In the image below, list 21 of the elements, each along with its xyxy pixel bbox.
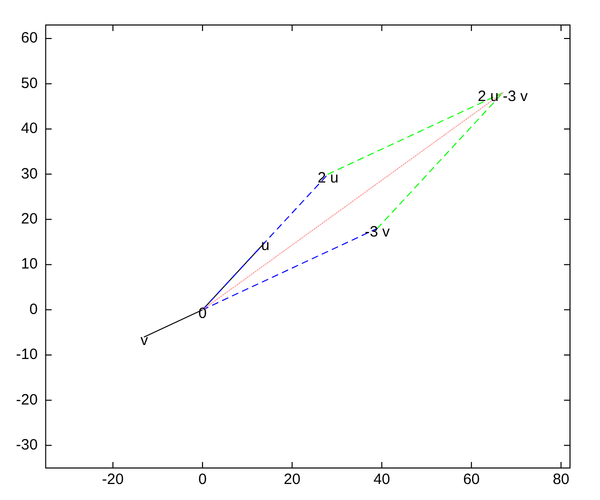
annotation: 2 u [318,169,338,186]
y-tick-label: 60 [20,30,38,47]
annotation: v [140,332,149,350]
y-tick-label: -20 [16,391,38,408]
x-tick-label: 20 [284,471,300,488]
x-tick-label: 40 [373,471,390,488]
y-tick-label: 20 [20,210,38,228]
x-tick-label: 60 [463,471,480,488]
annotation: u [261,237,270,254]
x-tick-label: -20 [102,471,124,488]
x-tick-label: 80 [552,471,570,488]
y-tick-label: 40 [20,120,38,138]
x-tick-label: 0 [198,471,207,488]
y-tick-label: 50 [20,74,38,92]
annotation: 2 u -3 v [478,88,528,105]
y-tick-label: -10 [16,346,38,364]
y-tick-label: 30 [20,165,38,182]
y-tick-label: 0 [29,300,38,318]
y-tick-label: 10 [20,256,38,273]
y-tick-label: -30 [16,436,38,454]
annotation: 0 [198,304,207,322]
